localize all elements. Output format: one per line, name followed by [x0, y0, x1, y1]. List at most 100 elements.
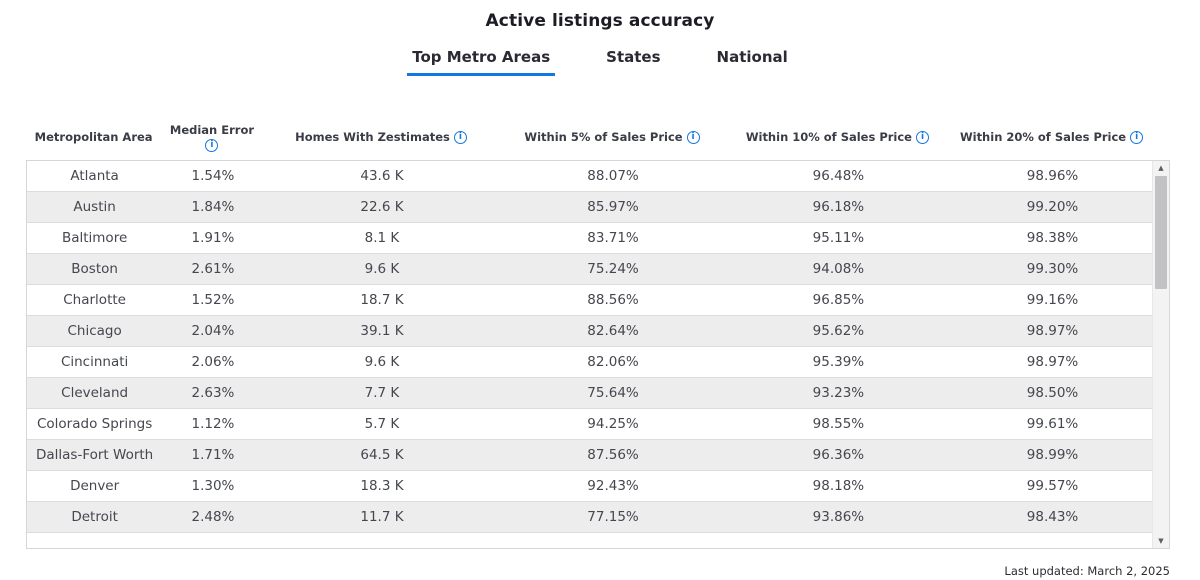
table-row: Charlotte 1.52% 18.7 K 88.56% 96.85% 99.… — [27, 285, 1154, 316]
tab-states[interactable]: States — [606, 48, 661, 66]
cell-within-20-percent: 98.96% — [1026, 168, 1079, 184]
table-rows: Atlanta 1.54% 43.6 K 88.07% 96.48% 98.96… — [27, 161, 1154, 548]
cell-within-10-percent: 96.18% — [812, 199, 865, 215]
table-row: Colorado Springs 1.12% 5.7 K 94.25% 98.5… — [27, 409, 1154, 440]
column-header-homes-with-zestimates: Homes With Zestimates i — [263, 130, 500, 145]
cell-median-error: 1.52% — [191, 292, 235, 308]
cell-within-5-percent: 88.07% — [587, 168, 639, 184]
table-row: Denver 1.30% 18.3 K 92.43% 98.18% 99.57% — [27, 471, 1154, 502]
cell-median-error: 2.63% — [191, 385, 235, 401]
vertical-scrollbar[interactable]: ▲ ▼ — [1152, 161, 1169, 548]
cell-within-10-percent: 93.86% — [812, 509, 865, 525]
cell-median-error: 1.54% — [191, 168, 235, 184]
cell-within-10-percent: 96.85% — [812, 292, 865, 308]
cell-within-5-percent: 75.24% — [587, 261, 639, 277]
cell-within-20-percent: 99.20% — [1026, 199, 1079, 215]
cell-within-10-percent: 98.55% — [812, 416, 865, 432]
cell-within-5-percent: 87.56% — [587, 447, 639, 463]
cell-homes-with-zestimates: 18.7 K — [360, 292, 404, 308]
cell-median-error: 2.04% — [191, 323, 235, 339]
cell-metropolitan-area: Detroit — [71, 509, 118, 525]
table-row: Chicago 2.04% 39.1 K 82.64% 95.62% 98.97… — [27, 316, 1154, 347]
cell-within-5-percent: 85.97% — [587, 199, 639, 215]
cell-metropolitan-area: Cincinnati — [60, 354, 129, 370]
column-header-within-20-percent: Within 20% of Sales Price i — [950, 130, 1153, 145]
cell-median-error: 1.84% — [191, 199, 235, 215]
table-row: Detroit 2.48% 11.7 K 77.15% 93.86% 98.43… — [27, 502, 1154, 533]
cell-homes-with-zestimates: 39.1 K — [360, 323, 404, 339]
cell-median-error: 1.71% — [191, 447, 235, 463]
cell-metropolitan-area: Colorado Springs — [36, 416, 153, 432]
table-row: Boston 2.61% 9.6 K 75.24% 94.08% 99.30% — [27, 254, 1154, 285]
cell-metropolitan-area: Denver — [70, 478, 120, 494]
cell-median-error: 2.06% — [191, 354, 235, 370]
column-header-within-10-percent: Within 10% of Sales Price i — [725, 130, 950, 145]
cell-metropolitan-area: Baltimore — [61, 230, 128, 246]
column-header-metropolitan-area: Metropolitan Area — [26, 130, 161, 145]
column-header-label: Metropolitan Area — [34, 130, 153, 145]
scrollbar-thumb[interactable] — [1155, 176, 1167, 289]
cell-within-20-percent: 98.38% — [1026, 230, 1079, 246]
cell-homes-with-zestimates: 8.1 K — [364, 230, 400, 246]
info-icon[interactable]: i — [915, 131, 929, 145]
scroll-down-icon[interactable]: ▼ — [1158, 537, 1164, 545]
cell-within-5-percent: 82.06% — [587, 354, 639, 370]
cell-median-error: 1.12% — [191, 416, 235, 432]
cell-homes-with-zestimates: 22.6 K — [360, 199, 404, 215]
tab-bar: Top Metro Areas States National — [0, 46, 1200, 76]
cell-within-20-percent: 98.97% — [1026, 354, 1079, 370]
cell-within-10-percent: 98.18% — [812, 478, 865, 494]
info-icon[interactable]: i — [1130, 131, 1144, 145]
tab-national[interactable]: National — [716, 48, 788, 66]
cell-within-5-percent: 83.71% — [587, 230, 639, 246]
cell-within-5-percent: 94.25% — [587, 416, 639, 432]
column-header-label: Within 5% of Sales Price — [524, 130, 683, 145]
cell-homes-with-zestimates: 43.6 K — [360, 168, 404, 184]
info-icon[interactable]: i — [686, 131, 700, 145]
scroll-up-icon[interactable]: ▲ — [1158, 164, 1164, 172]
cell-median-error: 2.48% — [191, 509, 235, 525]
tab-top-metro-areas[interactable]: Top Metro Areas — [407, 46, 556, 76]
cell-median-error: 1.30% — [191, 478, 235, 494]
cell-within-20-percent: 98.50% — [1026, 385, 1079, 401]
cell-within-20-percent: 99.57% — [1026, 478, 1079, 494]
table-header-row: Metropolitan Area Median Error i Homes W… — [26, 115, 1153, 160]
table-row: Cleveland 2.63% 7.7 K 75.64% 93.23% 98.5… — [27, 378, 1154, 409]
cell-within-5-percent: 75.64% — [587, 385, 639, 401]
cell-within-5-percent: 82.64% — [587, 323, 639, 339]
cell-metropolitan-area: Chicago — [67, 323, 122, 339]
cell-within-20-percent: 99.61% — [1026, 416, 1079, 432]
cell-within-5-percent: 92.43% — [587, 478, 639, 494]
cell-metropolitan-area: Charlotte — [63, 292, 126, 308]
cell-within-10-percent: 95.39% — [812, 354, 865, 370]
column-header-within-5-percent: Within 5% of Sales Price i — [499, 130, 724, 145]
cell-within-20-percent: 98.99% — [1026, 447, 1079, 463]
table-row: Austin 1.84% 22.6 K 85.97% 96.18% 99.20% — [27, 192, 1154, 223]
table-row: Baltimore 1.91% 8.1 K 83.71% 95.11% 98.3… — [27, 223, 1154, 254]
cell-within-10-percent: 93.23% — [812, 385, 865, 401]
page-title: Active listings accuracy — [485, 11, 715, 31]
cell-within-10-percent: 96.36% — [812, 447, 865, 463]
cell-within-10-percent: 95.62% — [812, 323, 865, 339]
cell-within-20-percent: 98.43% — [1026, 509, 1079, 525]
info-icon[interactable]: i — [205, 139, 219, 153]
cell-median-error: 2.61% — [191, 261, 235, 277]
cell-metropolitan-area: Cleveland — [61, 385, 129, 401]
cell-metropolitan-area: Atlanta — [70, 168, 119, 184]
column-header-label: Median Error — [169, 122, 255, 137]
cell-within-10-percent: 96.48% — [812, 168, 865, 184]
cell-metropolitan-area: Boston — [71, 261, 118, 277]
column-header-label: Within 10% of Sales Price — [745, 130, 912, 145]
last-updated-text: Last updated: March 2, 2025 — [1004, 564, 1170, 578]
cell-metropolitan-area: Dallas-Fort Worth — [35, 447, 154, 463]
cell-within-5-percent: 77.15% — [587, 509, 639, 525]
cell-metropolitan-area: Austin — [73, 199, 116, 215]
column-header-label: Within 20% of Sales Price — [959, 130, 1127, 145]
info-icon[interactable]: i — [453, 131, 467, 145]
cell-within-5-percent: 88.56% — [587, 292, 639, 308]
cell-homes-with-zestimates: 18.3 K — [360, 478, 404, 494]
cell-within-20-percent: 99.30% — [1026, 261, 1079, 277]
cell-homes-with-zestimates: 9.6 K — [364, 261, 400, 277]
cell-homes-with-zestimates: 7.7 K — [364, 385, 400, 401]
table-row: Cincinnati 2.06% 9.6 K 82.06% 95.39% 98.… — [27, 347, 1154, 378]
